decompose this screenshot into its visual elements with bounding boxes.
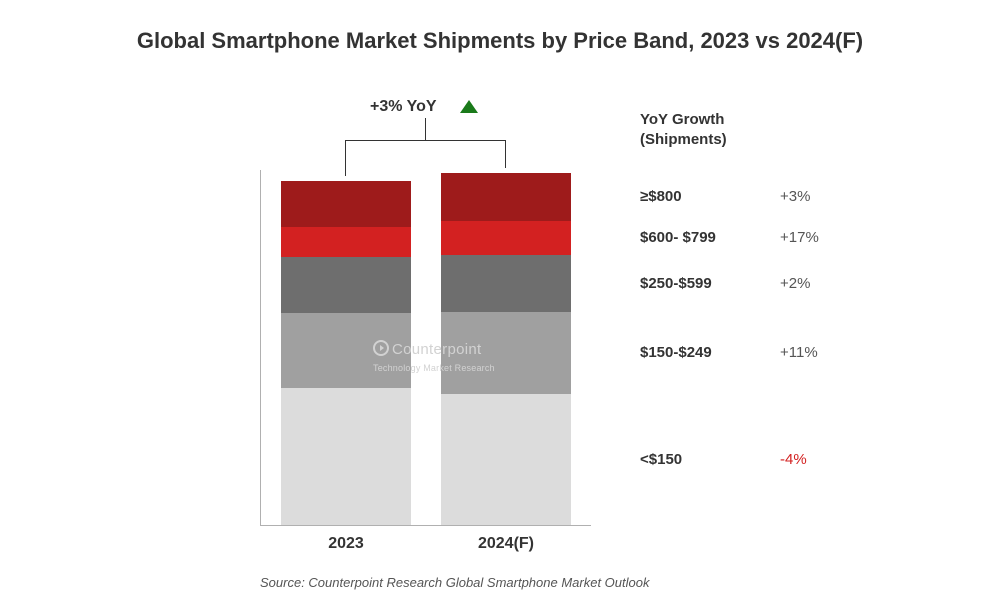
yoy-bracket-right	[505, 140, 506, 168]
growth-value: +17%	[780, 229, 819, 246]
growth-value: +11%	[780, 344, 818, 361]
bar-2024f: 2024(F)	[441, 173, 571, 525]
bar-segment	[281, 257, 411, 313]
bar-segment	[441, 221, 571, 255]
price-band-label: $150-$249	[640, 344, 712, 361]
growth-value: -4%	[780, 451, 807, 468]
x-label-2023: 2023	[281, 525, 411, 553]
price-band-label: $600- $799	[640, 229, 716, 246]
legend-header-line: YoY Growth	[640, 111, 724, 128]
bar-segment	[281, 388, 411, 525]
growth-value: +2%	[780, 275, 810, 292]
bar-2023: 2023	[281, 181, 411, 525]
price-band-label: ≥$800	[640, 188, 682, 205]
growth-value: +3%	[780, 188, 810, 205]
bar-segment	[441, 312, 571, 394]
price-band-label: <$150	[640, 451, 682, 468]
bar-segment	[281, 313, 411, 388]
bar-segment	[441, 394, 571, 525]
chart-plot-area: 2023 2024(F) Counterpoint Technology Mar…	[260, 170, 591, 526]
yoy-overall-label: +3% YoY	[370, 98, 437, 116]
yoy-bracket	[345, 140, 505, 141]
yoy-bracket-stem	[425, 118, 426, 140]
yoy-arrow-up-icon	[460, 100, 478, 113]
bar-segment	[281, 227, 411, 257]
bar-segment	[441, 173, 571, 221]
bar-segment	[441, 255, 571, 312]
chart-title: Global Smartphone Market Shipments by Pr…	[0, 28, 1000, 54]
legend-header-line: (Shipments)	[640, 131, 727, 148]
x-label-2024f: 2024(F)	[441, 525, 571, 553]
bar-segment	[281, 181, 411, 227]
price-band-label: $250-$599	[640, 275, 712, 292]
source-text: Source: Counterpoint Research Global Sma…	[260, 575, 649, 590]
legend-header: YoY Growth (Shipments)	[640, 110, 727, 151]
